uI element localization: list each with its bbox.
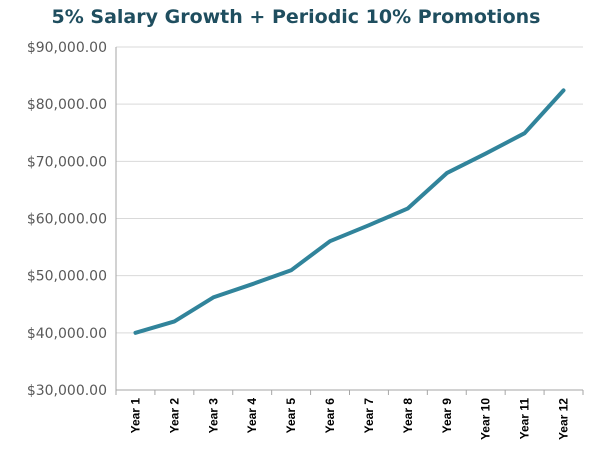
x-tick-label: Year 10 [479,398,493,440]
y-tick-label: $70,000.00 [27,154,107,170]
x-tick-label: Year 11 [518,398,532,440]
x-tick-label: Year 2 [167,398,181,434]
y-axis-tick-labels: $30,000.00 $40,000.00 $50,000.00 $60,000.00… [27,40,107,399]
series-line [133,88,566,335]
x-tick-label: Year 6 [323,398,337,434]
y-tick-label: $90,000.00 [27,40,107,56]
series-layer [133,88,566,335]
y-tick-label: $50,000.00 [27,269,107,285]
chart-title: 5% Salary Growth + Periodic 10% Promotio… [51,6,541,28]
y-tick-label: $80,000.00 [27,97,107,113]
gridlines [116,46,583,334]
x-tick-label: Year 1 [128,398,142,434]
x-axis-tick-labels: Year 1 Year 2 Year 3 Year 4 Year 5 Year 6 Year… [128,398,570,440]
x-tick-label: Year 7 [362,398,376,434]
x-tick-label: Year 8 [401,398,415,434]
x-tick-label: Year 5 [284,398,298,434]
x-tick-label: Year 9 [440,398,454,434]
x-tick-label: Year 12 [557,398,571,440]
x-tick-label: Year 3 [206,398,220,434]
y-tick-label: $30,000.00 [27,383,107,399]
x-tick-label: Year 4 [245,398,259,434]
y-tick-label: $40,000.00 [27,326,107,342]
axes [115,47,584,395]
y-tick-label: $60,000.00 [27,212,107,228]
